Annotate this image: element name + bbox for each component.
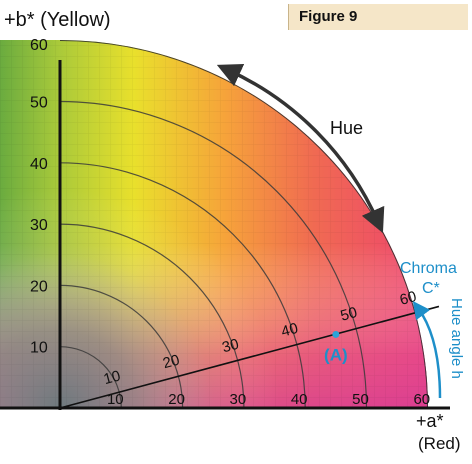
hue-angle-label: Hue angle h xyxy=(448,298,465,379)
chroma-tick-label: 60 xyxy=(398,288,419,309)
a-axis-tick-label: 40 xyxy=(291,391,308,408)
chroma-ring xyxy=(59,346,122,408)
color-quadrant xyxy=(0,40,428,408)
hue-angle-arrow xyxy=(412,300,442,399)
chroma-tick-label: 50 xyxy=(339,304,360,325)
point-a-marker xyxy=(332,330,340,338)
chroma-ring xyxy=(59,223,245,408)
hue-label: Hue xyxy=(330,118,363,138)
b-axis-ticks: 10 20 30 40 50 60 xyxy=(30,37,48,357)
b-axis-tick-label: 20 xyxy=(30,278,48,295)
a-axis-label: +a* xyxy=(416,411,444,431)
chroma-ring xyxy=(59,284,184,408)
a-axis-tick-label: 50 xyxy=(352,391,369,408)
a-axis-sublabel: (Red) xyxy=(418,434,461,453)
b-axis-tick-label: 40 xyxy=(30,156,48,173)
b-axis-tick-label: 10 xyxy=(30,340,48,357)
hue-arc-arrow xyxy=(216,63,385,234)
a-axis-tick-label: 30 xyxy=(230,391,247,408)
chroma-tick-label: 30 xyxy=(220,336,241,357)
point-a-label: (A) xyxy=(324,345,348,364)
a-axis-tick-label: 20 xyxy=(168,391,185,408)
chroma-line xyxy=(59,305,440,409)
chroma-ring xyxy=(59,162,306,408)
chroma-symbol: C* xyxy=(422,280,440,297)
chroma-tick-label: 20 xyxy=(161,352,182,373)
chroma-label: Chroma xyxy=(400,260,457,277)
b-axis-tick-label: 60 xyxy=(30,37,48,54)
chroma-tick-label: 10 xyxy=(102,367,123,388)
figure-label: Figure 9 xyxy=(288,4,468,30)
a-axis-tick-label: 10 xyxy=(107,391,124,408)
a-axis-tick-label: 60 xyxy=(413,391,430,408)
a-axis-ticks: 10 20 30 40 50 60 xyxy=(107,391,430,408)
b-axis-tick-label: 50 xyxy=(30,95,48,112)
chroma-tick-label: 40 xyxy=(279,320,300,341)
b-axis-tick-label: 30 xyxy=(30,217,48,234)
b-axis-label: +b* (Yellow) xyxy=(4,9,111,31)
